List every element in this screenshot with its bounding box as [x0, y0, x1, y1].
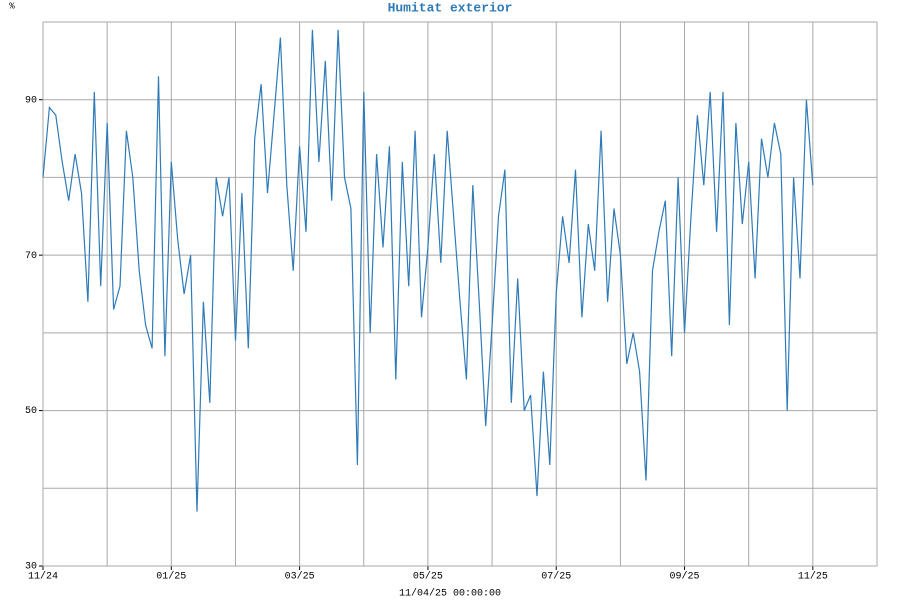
x-tick-label: 03/25 [285, 571, 315, 583]
x-tick-label: 09/25 [670, 571, 700, 583]
x-tick-label: 01/25 [156, 571, 186, 583]
y-unit: % [9, 1, 15, 11]
x-axis-label: 11/04/25 00:00:00 [399, 588, 501, 600]
y-tick-label: 30 [25, 562, 37, 573]
x-tick-label: 07/25 [541, 571, 571, 583]
chart-title: Humitat exterior [388, 0, 513, 15]
data-line [42, 29, 814, 512]
y-tick-label: 70 [25, 251, 37, 262]
y-tick-label: 50 [25, 406, 37, 417]
plot-frame [42, 21, 878, 567]
x-tick-label: 11/25 [798, 571, 828, 583]
x-tick-label: 11/24 [28, 571, 58, 583]
x-tick-label: 05/25 [413, 571, 443, 583]
y-tick-label: 90 [25, 95, 37, 106]
